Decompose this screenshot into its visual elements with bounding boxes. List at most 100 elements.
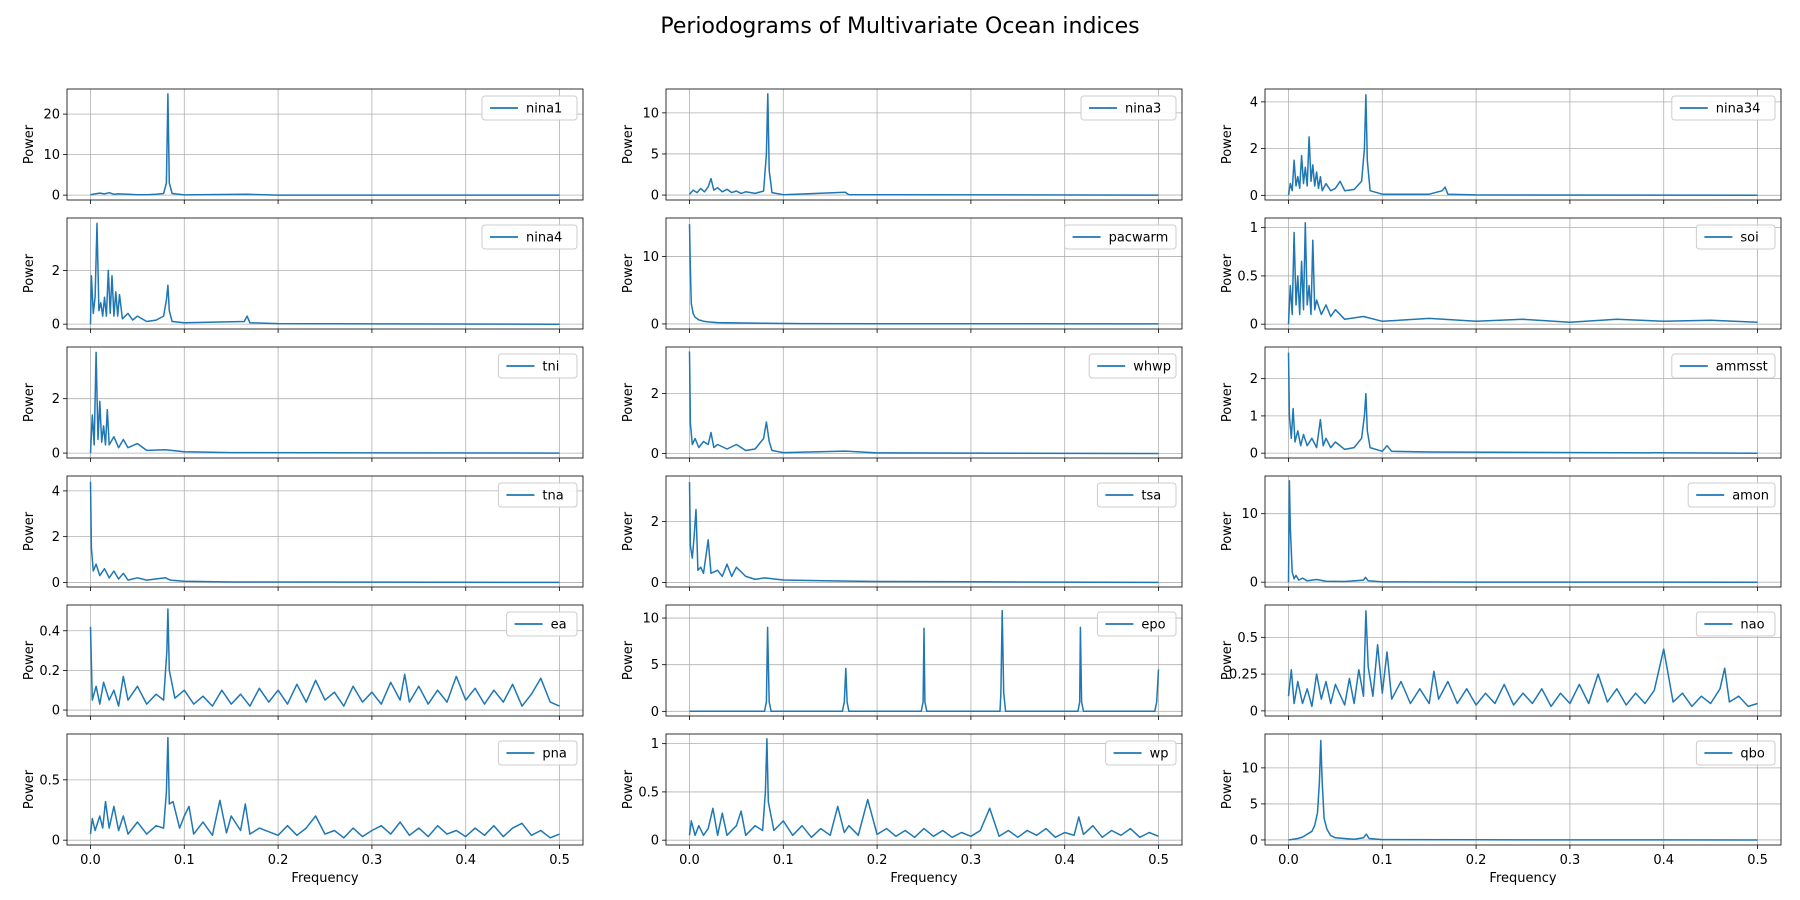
legend-label: soi (1740, 231, 1758, 246)
y-tick-label: 0 (651, 447, 659, 462)
y-tick-label: 0.5 (39, 773, 60, 788)
legend-label: nina4 (526, 231, 562, 246)
y-tick-label: 0 (52, 704, 60, 719)
x-tick-label: 0.2 (867, 853, 888, 868)
axes-frame (665, 346, 1183, 459)
x-tick-label: 0.3 (362, 853, 383, 868)
y-axis-label: Power (621, 382, 636, 422)
y-tick-label: 0 (52, 834, 60, 849)
y-tick-label: 0 (1250, 318, 1258, 333)
legend-whwp: whwp (1088, 353, 1177, 379)
y-axis-label: Power (22, 382, 37, 422)
legend-box (481, 95, 578, 121)
axes-frame (1264, 346, 1782, 459)
series-line-nina3 (688, 93, 1159, 196)
series-line-soi (1287, 222, 1758, 325)
legend-box (497, 353, 578, 379)
legend-label: whwp (1133, 360, 1171, 375)
legend-amon: amon (1687, 482, 1776, 508)
series-line-nao (1287, 610, 1758, 708)
y-axis-label: Power (1220, 511, 1235, 551)
axes-frame (1264, 217, 1782, 330)
subplot-nina34: 0 2 4 Power nina34 (1220, 88, 1782, 204)
y-tick-label: 0 (1250, 704, 1258, 719)
x-tick-label: 0.4 (1653, 853, 1674, 868)
legend-label: nina34 (1716, 102, 1761, 117)
axes-frame (665, 733, 1183, 846)
y-tick-label: 2 (1250, 142, 1258, 157)
subplot-amon: 0 10 Power amon (1220, 475, 1782, 591)
subplot-whwp: 0 2 Power whwp (621, 346, 1183, 462)
axes-frame (66, 88, 584, 201)
y-tick-label: 10 (1241, 507, 1258, 522)
y-tick-label: 10 (642, 106, 659, 121)
y-tick-label: 5 (651, 658, 659, 673)
y-tick-label: 0.2 (39, 664, 60, 679)
axes-frame (665, 88, 1183, 201)
y-tick-label: 0 (651, 317, 659, 332)
x-tick-label: 0.1 (773, 853, 794, 868)
y-axis-label: Power (621, 511, 636, 551)
axes-frame (66, 604, 584, 717)
series-line-ea (89, 608, 560, 707)
subplot-nina1: 0 10 20 Power nina1 (22, 88, 584, 204)
legend-nina34: nina34 (1671, 95, 1776, 121)
legend-wp: wp (1105, 740, 1177, 766)
x-tick-label: 0.1 (174, 853, 195, 868)
y-tick-label: 0.5 (1237, 631, 1258, 646)
y-tick-label: 2 (52, 530, 60, 545)
subplot-soi: 0 0.5 1 Power soi (1220, 217, 1782, 333)
y-tick-label: 20 (43, 108, 60, 123)
y-tick-label: 2 (651, 515, 659, 530)
x-tick-label: 0.2 (1466, 853, 1487, 868)
y-tick-label: 1 (651, 737, 659, 752)
y-axis-label: Power (1220, 124, 1235, 164)
y-axis-label: Power (1220, 253, 1235, 293)
series-line-whwp (688, 351, 1159, 455)
y-tick-label: 0 (52, 189, 60, 204)
axes-frame (665, 604, 1183, 717)
x-tick-label: 0.4 (455, 853, 476, 868)
legend-nina4: nina4 (481, 224, 578, 250)
x-tick-label: 0.3 (1560, 853, 1581, 868)
subplot-nina3: 0 5 10 Power nina3 (621, 88, 1183, 204)
x-tick-label: 0.5 (1148, 853, 1169, 868)
x-tick-label: 0.1 (1372, 853, 1393, 868)
series-line-pacwarm (688, 224, 1159, 325)
x-tick-label: 0.0 (1278, 853, 1299, 868)
x-tick-label: 0.3 (961, 853, 982, 868)
axes-frame (1264, 475, 1782, 588)
axes-frame (665, 217, 1183, 330)
y-axis-label: Power (621, 253, 636, 293)
y-tick-label: 10 (43, 148, 60, 163)
y-axis-label: Power (1220, 769, 1235, 809)
series-line-nina1 (90, 93, 560, 196)
legend-box (1671, 353, 1776, 379)
legend-epo: epo (1096, 611, 1177, 637)
subplot-nina4: 0 2 Power nina4 (22, 217, 584, 333)
series-line-tna (89, 481, 560, 584)
y-tick-label: 0.5 (1237, 269, 1258, 284)
y-tick-label: 0 (651, 189, 659, 204)
legend-box (1096, 611, 1177, 637)
legend-label: epo (1141, 618, 1165, 633)
axes-frame (66, 475, 584, 588)
y-tick-label: 1 (1250, 409, 1258, 424)
legend-qbo: qbo (1695, 740, 1776, 766)
legend-label: nao (1740, 618, 1764, 633)
subplot-tni: 0 2 Power tni (22, 346, 584, 462)
legend-ammsst: ammsst (1671, 353, 1776, 379)
legend-box (497, 740, 578, 766)
y-tick-label: 0 (52, 576, 60, 591)
subplot-tsa: 0 2 Power tsa (621, 475, 1183, 591)
x-tick-label: 0.0 (80, 853, 101, 868)
y-tick-label: 0 (1250, 576, 1258, 591)
legend-label: ammsst (1716, 360, 1768, 375)
y-tick-label: 10 (642, 612, 659, 627)
y-tick-label: 0.5 (638, 785, 659, 800)
x-axis-label: Frequency (1489, 871, 1556, 886)
